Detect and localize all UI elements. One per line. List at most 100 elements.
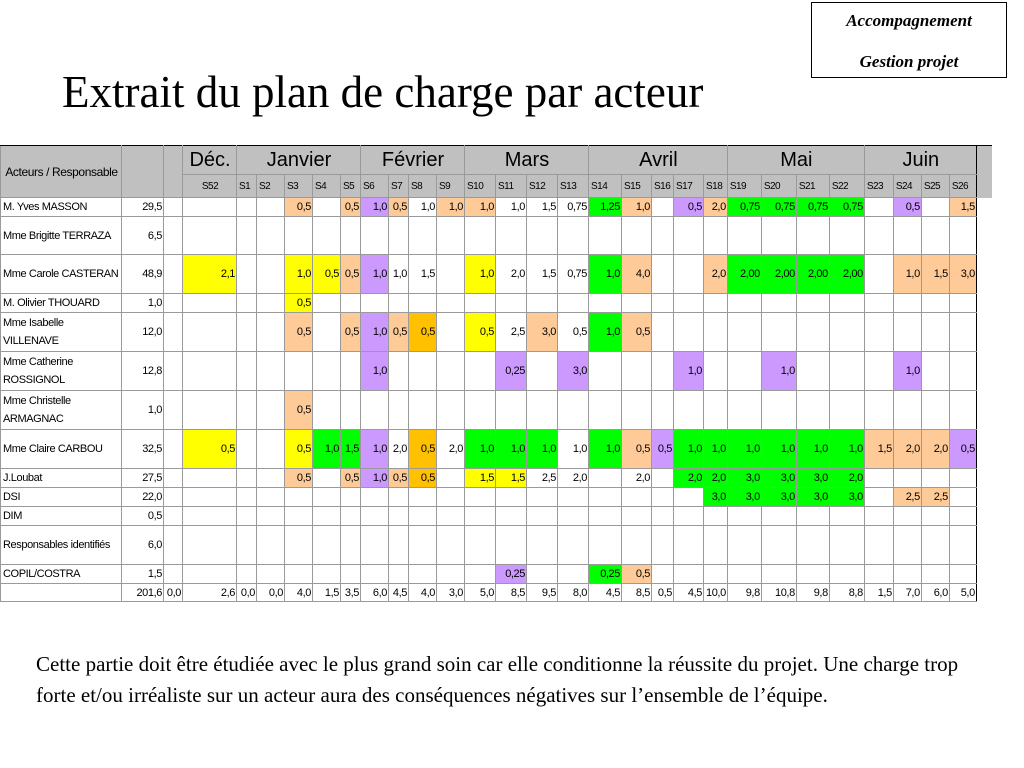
workload-cell [795, 390, 830, 430]
workload-cell [760, 390, 797, 430]
workload-cell [256, 506, 285, 526]
week-header: S8 [408, 174, 437, 198]
workload-cell: 1,0 [388, 254, 409, 294]
workload-cell [651, 468, 674, 488]
workload-cell [621, 390, 652, 430]
week-total: 1,5 [312, 583, 341, 602]
workload-cell: 1,5 [408, 254, 437, 294]
workload-cell [256, 351, 285, 391]
workload-cell [588, 487, 622, 507]
workload-cell [892, 564, 922, 584]
workload-cell [408, 216, 437, 255]
week-header: S24 [892, 174, 922, 198]
workload-cell: 2,5 [526, 468, 558, 488]
week-total: 9,8 [726, 583, 762, 602]
workload-cell [920, 390, 950, 430]
actor-zero [163, 312, 183, 352]
workload-cell: 0,5 [621, 429, 652, 469]
workload-cell [795, 312, 830, 352]
workload-cell [388, 506, 409, 526]
workload-cell: 3,0 [795, 468, 830, 488]
workload-cell: 1,0 [621, 197, 652, 217]
workload-cell: 3,0 [726, 487, 762, 507]
workload-cell [673, 564, 704, 584]
workload-cell: 1,0 [760, 351, 797, 391]
workload-cell: 3,0 [760, 468, 797, 488]
week-header: S21 [795, 174, 830, 198]
month-header: Mai [726, 145, 865, 175]
workload-cell [588, 351, 622, 391]
workload-cell: 0,75 [828, 197, 865, 217]
workload-cell [920, 293, 950, 313]
actor-total: 1,0 [121, 293, 164, 313]
workload-cell: 1,5 [464, 468, 496, 488]
week-total: 0,0 [256, 583, 285, 602]
workload-cell [557, 390, 589, 430]
workload-cell [651, 390, 674, 430]
workload-cell [863, 351, 894, 391]
workload-cell: 0,5 [408, 468, 437, 488]
workload-cell [408, 487, 437, 507]
workload-cell [726, 564, 762, 584]
week-header: S15 [621, 174, 652, 198]
actor-zero [163, 487, 183, 507]
workload-cell: 3,0 [526, 312, 558, 352]
actor-name: J.Loubat [0, 468, 122, 488]
workload-cell [863, 197, 894, 217]
workload-cell: 1,0 [495, 429, 527, 469]
workload-cell [256, 390, 285, 430]
workload-cell: 0,75 [760, 197, 797, 217]
week-total: 8,5 [495, 583, 527, 602]
workload-cell [557, 216, 589, 255]
workload-cell [436, 216, 465, 255]
workload-cell: 1,0 [588, 429, 622, 469]
workload-cell [673, 390, 704, 430]
workload-cell [760, 293, 797, 313]
actor-zero [163, 216, 183, 255]
workload-cell: 1,0 [360, 197, 389, 217]
workload-cell [284, 506, 313, 526]
week-header: S26 [948, 174, 977, 198]
workload-cell [436, 293, 465, 313]
tail-cell [976, 583, 993, 602]
week-header: S16 [651, 174, 674, 198]
workload-cell [408, 564, 437, 584]
workload-cell [495, 487, 527, 507]
workload-cell: 0,75 [557, 254, 589, 294]
workload-cell [892, 216, 922, 255]
workload-cell [726, 351, 762, 391]
workload-cell [436, 525, 465, 565]
table-row: Mme Claire CARBOU 32,5 0,5 0,5 1,0 1,5 1,0 2,0 0… [0, 429, 993, 469]
workload-cell [948, 468, 977, 488]
workload-cell [360, 506, 389, 526]
workload-cell: 1,0 [436, 197, 465, 217]
workload-cell [388, 293, 409, 313]
workload-cell: 1,5 [863, 429, 894, 469]
slide-title: Extrait du plan de charge par acteur [62, 67, 704, 117]
actor-name: DIM [0, 506, 122, 526]
workload-cell [182, 468, 237, 488]
workload-cell [892, 525, 922, 565]
workload-cell [236, 197, 257, 217]
week-header: S2 [256, 174, 285, 198]
workload-cell [703, 216, 728, 255]
tail-cell [976, 487, 993, 507]
workload-cell [360, 216, 389, 255]
table-row: J.Loubat 27,5 0,5 0,5 1,0 0,5 0,5 1,5 1,5 2,5 2,0 2… [0, 468, 993, 488]
table-row: COPIL/COSTRA 1,5 0,25 0,25 0,5 [0, 564, 993, 584]
workload-cell [284, 525, 313, 565]
workload-cell: 1,5 [526, 197, 558, 217]
workload-cell [651, 197, 674, 217]
table-row: DIM 0,5 [0, 506, 993, 526]
workload-cell [256, 564, 285, 584]
workload-cell [588, 216, 622, 255]
workload-cell [828, 564, 865, 584]
workload-cell: 2,0 [557, 468, 589, 488]
week-header: S13 [557, 174, 589, 198]
totals-label [0, 583, 122, 602]
workload-cell [340, 506, 361, 526]
week-header: S4 [312, 174, 341, 198]
workload-cell [703, 351, 728, 391]
workload-cell [284, 564, 313, 584]
workload-cell [828, 216, 865, 255]
